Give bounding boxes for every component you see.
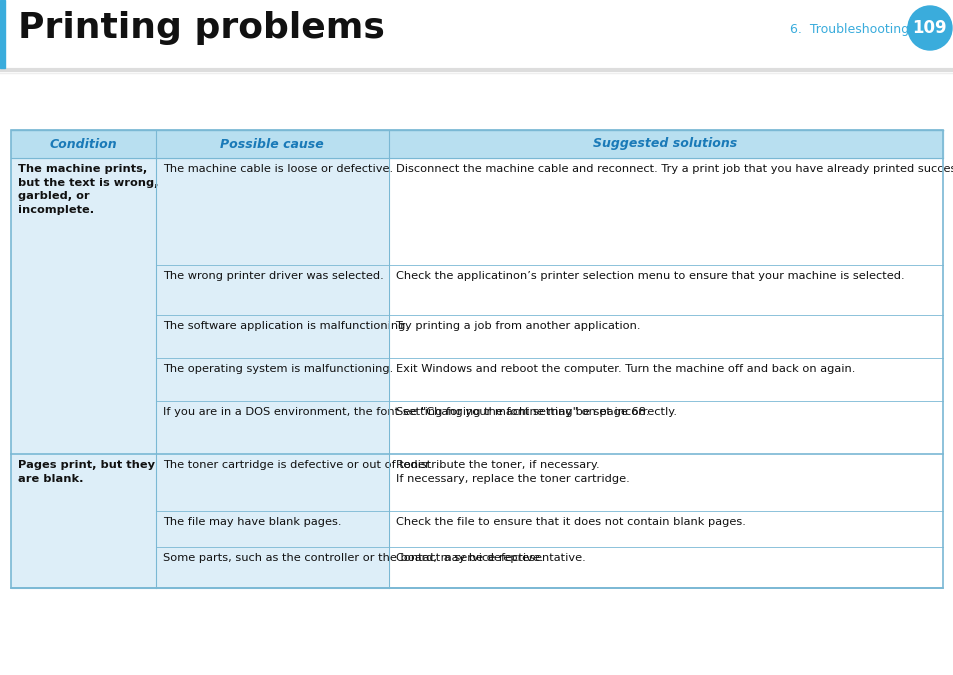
Bar	[11, 158, 155, 454]
Text: Some parts, such as the controller or the board, may be defective.: Some parts, such as the controller or th…	[163, 554, 542, 563]
Text: Check the applicatinon’s printer selection menu to ensure that your machine is s: Check the applicatinon’s printer selecti…	[395, 271, 903, 281]
Text: The machine prints,
but the text is wrong,
garbled, or
incomplete.: The machine prints, but the text is wron…	[18, 164, 159, 215]
Bar	[155, 547, 388, 588]
Text: Try printing a job from another application.: Try printing a job from another applicat…	[395, 321, 640, 331]
Text: The machine cable is loose or defective.: The machine cable is loose or defective.	[163, 164, 393, 174]
Bar	[388, 358, 942, 402]
Text: Pages print, but they
are blank.: Pages print, but they are blank.	[18, 460, 155, 484]
Text: Disconnect the machine cable and reconnect. Try a print job that you have alread: Disconnect the machine cable and reconne…	[395, 164, 953, 174]
Text: The toner cartridge is defective or out of toner.: The toner cartridge is defective or out …	[163, 460, 432, 470]
Bar	[388, 547, 942, 588]
Text: 6.  Troubleshooting: 6. Troubleshooting	[789, 24, 908, 36]
Bar	[11, 454, 155, 588]
Text: Exit Windows and reboot the computer. Turn the machine off and back on again.: Exit Windows and reboot the computer. Tu…	[395, 364, 854, 374]
Bar	[155, 358, 388, 402]
Text: Redistribute the toner, if necessary.
If necessary, replace the toner cartridge.: Redistribute the toner, if necessary. If…	[395, 460, 629, 484]
Text: Printing problems: Printing problems	[18, 11, 384, 45]
Text: See "Changing the font setting" on page 68.: See "Changing the font setting" on page …	[395, 408, 648, 417]
Text: Check the file to ensure that it does not contain blank pages.: Check the file to ensure that it does no…	[395, 517, 744, 527]
Bar	[0, 0, 5, 68]
Text: The software application is malfunctioning.: The software application is malfunctioni…	[163, 321, 408, 331]
Text: The operating system is malfunctioning.: The operating system is malfunctioning.	[163, 364, 393, 374]
Bar	[155, 265, 388, 315]
Text: Contact a service representative.: Contact a service representative.	[395, 554, 585, 563]
Bar	[155, 402, 388, 454]
Text: The wrong printer driver was selected.: The wrong printer driver was selected.	[163, 271, 383, 281]
Bar	[388, 512, 942, 547]
Bar	[155, 454, 388, 512]
Bar	[11, 130, 942, 158]
Text: Condition: Condition	[50, 138, 117, 151]
Text: The file may have blank pages.: The file may have blank pages.	[163, 517, 341, 527]
Bar	[155, 158, 388, 265]
Text: Suggested solutions: Suggested solutions	[593, 138, 737, 151]
Circle shape	[907, 6, 951, 50]
Bar	[155, 315, 388, 358]
Text: Possible cause: Possible cause	[220, 138, 324, 151]
Bar	[388, 265, 942, 315]
Text: If you are in a DOS environment, the font setting for your machine may be set in: If you are in a DOS environment, the fon…	[163, 408, 676, 417]
Bar	[388, 315, 942, 358]
Bar	[388, 454, 942, 512]
Text: 109: 109	[912, 19, 946, 37]
Bar	[155, 512, 388, 547]
Bar	[388, 402, 942, 454]
Bar	[11, 130, 942, 588]
Bar	[388, 158, 942, 265]
